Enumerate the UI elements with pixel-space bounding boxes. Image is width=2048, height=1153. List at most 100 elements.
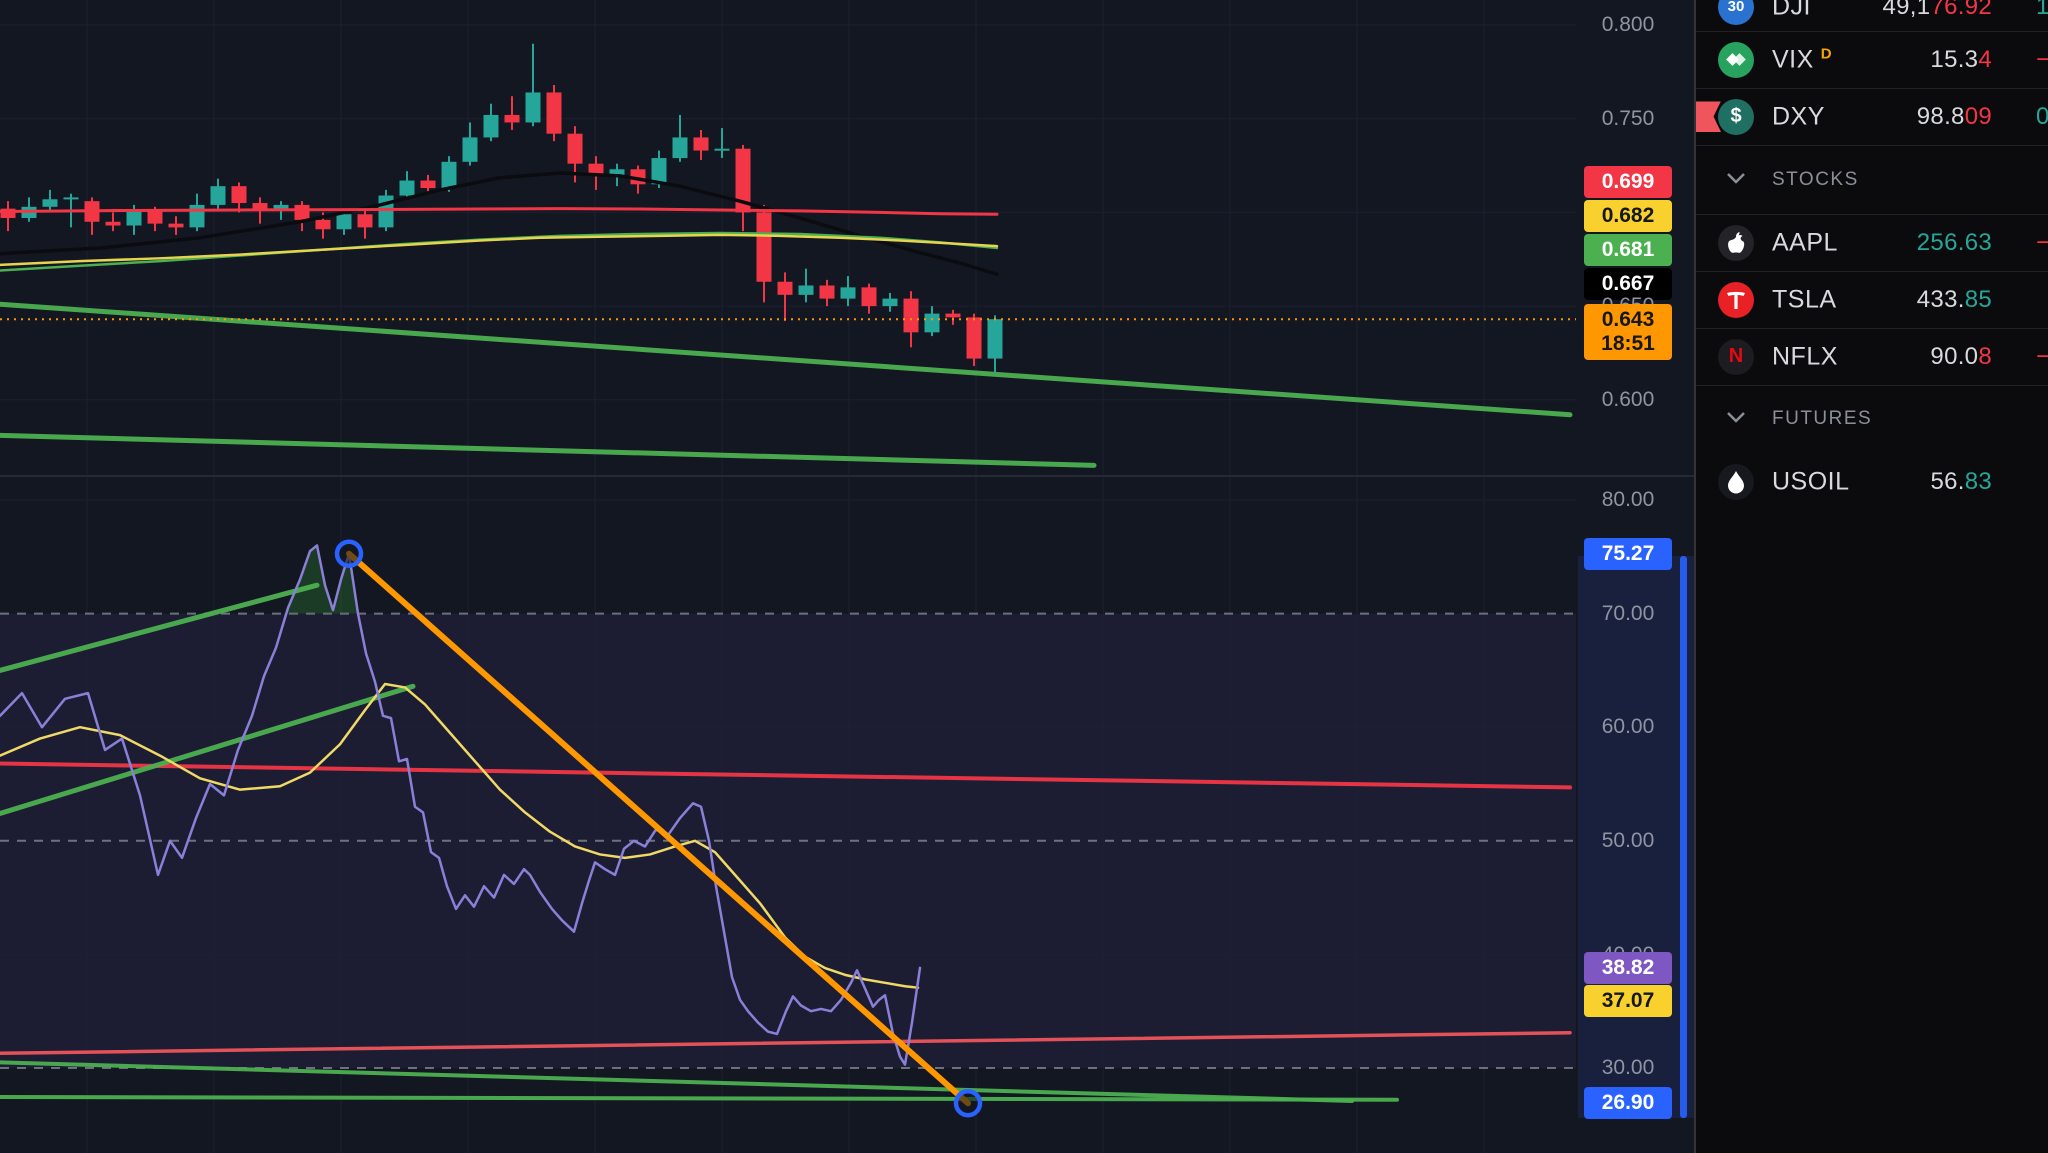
candle-body (546, 92, 562, 134)
watchlist-row-vix[interactable]: VIX D 15.34 − (1696, 31, 2048, 88)
symbol-name: DXY (1772, 102, 1825, 130)
symbol-icon (1718, 41, 1754, 78)
symbol-name: USOIL (1772, 467, 1850, 495)
trendline-green[interactable] (0, 301, 1573, 418)
symbol-name: TSLA (1772, 285, 1837, 313)
scale-badge: 75.27 (1584, 538, 1672, 570)
scale-label: 60.00 (1601, 715, 1655, 738)
candle-body (336, 214, 352, 230)
candle-body (525, 92, 541, 123)
watchlist-section-stocks[interactable]: STOCKS (1696, 145, 2048, 214)
candle-body (231, 186, 247, 204)
candle-body (756, 212, 772, 282)
scale-selection-tint (1578, 556, 1694, 1118)
candle-body (672, 137, 688, 159)
candle-body (147, 210, 163, 224)
symbol-change-clipped: 18 (2036, 0, 2048, 20)
candle-body (693, 137, 709, 151)
symbol-price: 98.809 (1916, 102, 1992, 130)
vix-icon (1726, 52, 1746, 66)
symbol-icon: 30 (1718, 0, 1754, 25)
watchlist-row-usoil[interactable]: USOIL 56.83 (1696, 453, 2048, 510)
candle-body (504, 114, 520, 123)
candle-body (987, 319, 1003, 359)
scale-label: 0.600 (1601, 388, 1655, 411)
drawing-trend-line[interactable] (346, 550, 971, 1107)
watchlist-section-futures[interactable]: FUTURES (1696, 385, 2048, 453)
bar-countdown: 18:51 (1601, 332, 1655, 355)
candle-body (567, 133, 583, 164)
candle-body (357, 214, 373, 228)
candle-body (777, 281, 793, 295)
ma-yellow (0, 233, 999, 267)
watchlist-row-dxy[interactable]: $ DXY 98.809 0 (1696, 88, 2048, 145)
candle-body (651, 158, 667, 185)
watchlist-row-nflx[interactable]: N NFLX 90.08 − (1696, 328, 2048, 385)
apple-icon (1728, 231, 1745, 253)
watchlist-row-dji[interactable]: 30 DJI 49,176.92 18 (1696, 0, 2048, 31)
oil-drop-icon (1728, 470, 1744, 493)
candle-body (714, 148, 730, 151)
trendline-green[interactable] (0, 432, 1097, 468)
rsi-trendline[interactable] (0, 1031, 1572, 1055)
scale-badge: 26.90 (1584, 1087, 1672, 1119)
symbol-icon (1718, 463, 1754, 500)
symbol-price: 256.63 (1916, 228, 1992, 256)
candle-body (210, 186, 226, 205)
rsi-trendline[interactable] (0, 683, 416, 817)
symbol-icon: N (1718, 338, 1754, 375)
row-separator (1696, 271, 2048, 272)
symbol-change-clipped: − (2036, 45, 2048, 73)
symbol-price: 90.08 (1930, 342, 1992, 370)
scale-label: 0.800 (1601, 13, 1655, 36)
chevron-down-icon[interactable] (1726, 410, 1746, 428)
candle-body (252, 203, 268, 211)
symbol-logo-text: N (1728, 345, 1744, 367)
symbol-icon (1718, 224, 1754, 261)
scale-selection-strip (1680, 556, 1687, 1118)
watchlist-row-tsla[interactable]: TSLA 433.85 (1696, 271, 2048, 328)
symbol-price: 56.83 (1930, 467, 1992, 495)
row-separator (1696, 385, 2048, 386)
candle-body (105, 221, 121, 226)
data-delay-badge: D (1820, 44, 1833, 62)
symbol-name: NFLX (1772, 342, 1838, 370)
candle-body (903, 298, 919, 333)
chevron-down-icon[interactable] (1726, 171, 1746, 189)
candle-body (924, 313, 940, 333)
candle-body (126, 210, 142, 226)
chart-plot[interactable] (0, 0, 1694, 1153)
candle-body (315, 219, 331, 230)
scale-label: 50.00 (1601, 829, 1655, 852)
rsi-line (0, 544, 922, 1066)
symbol-name: VIX D (1772, 44, 1833, 74)
rsi-trendline[interactable] (0, 761, 1572, 790)
candle-body (63, 197, 79, 200)
scale-badge: 0.667 (1584, 268, 1672, 300)
row-separator (1696, 145, 2048, 146)
section-label: STOCKS (1772, 168, 1859, 190)
candle-body (483, 114, 499, 138)
candle-body (882, 298, 898, 307)
candle-body (420, 180, 436, 189)
symbol-icon (1718, 281, 1754, 318)
candle-body (819, 285, 835, 299)
candle-body (42, 199, 58, 207)
rsi-trendline[interactable] (0, 1060, 1354, 1103)
symbol-price: 49,176.92 (1882, 0, 1992, 20)
symbol-change-clipped: − (2036, 342, 2048, 370)
drawing-anchor[interactable] (953, 1088, 983, 1118)
section-label: FUTURES (1772, 408, 1873, 429)
price-scale[interactable]: 0.8000.7500.6990.6820.6810.6670.6500.643… (1576, 0, 1694, 1153)
candle-body (609, 169, 625, 175)
ma-dark (0, 171, 999, 276)
symbol-icon: $ (1718, 98, 1754, 135)
candle-body (294, 204, 310, 220)
watchlist-row-aapl[interactable]: AAPL 256.63 − (1696, 214, 2048, 271)
drawing-anchor[interactable] (334, 539, 364, 568)
rsi-trendline[interactable] (0, 582, 320, 673)
rsi-trendline[interactable] (0, 1094, 1399, 1102)
symbol-logo-text: 30 (1727, 0, 1745, 15)
